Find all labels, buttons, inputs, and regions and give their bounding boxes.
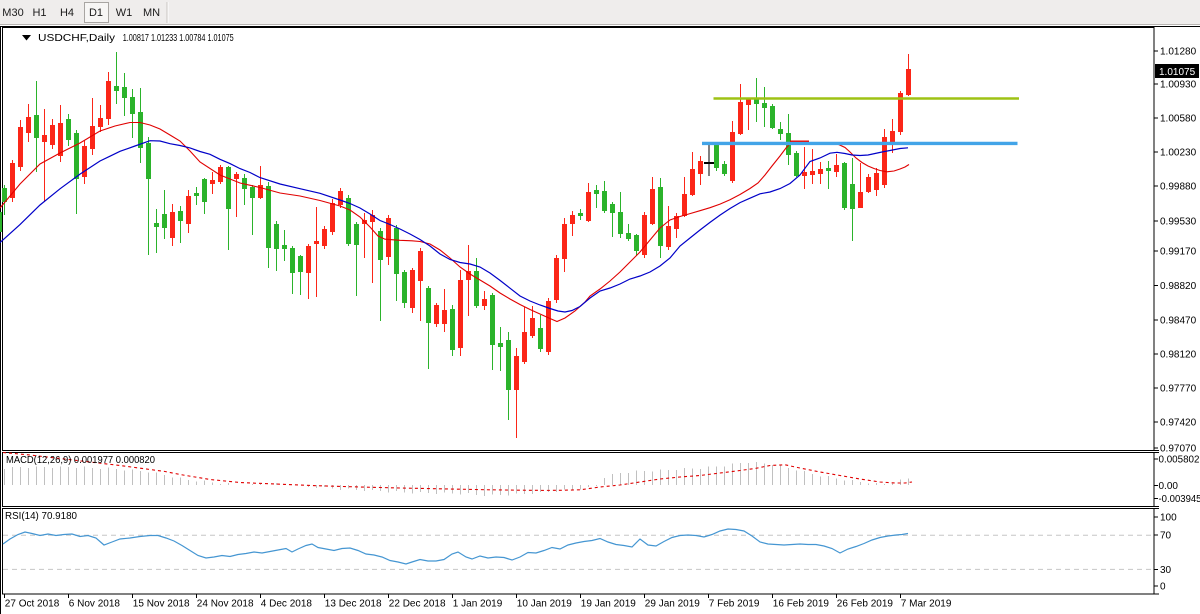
svg-text:1.00580: 1.00580 (1160, 114, 1197, 125)
svg-text:0.00: 0.00 (1159, 481, 1179, 492)
svg-text:H1: H1 (32, 7, 46, 19)
svg-text:1.00230: 1.00230 (1160, 148, 1197, 159)
svg-text:USDCHF,Daily: USDCHF,Daily (38, 32, 116, 44)
svg-text:19 Jan 2019: 19 Jan 2019 (581, 599, 636, 610)
svg-text:1.01075: 1.01075 (1159, 67, 1196, 78)
svg-text:0.97770: 0.97770 (1160, 384, 1197, 395)
svg-text:MACD(12,26,9) 0.001977 0.00082: MACD(12,26,9) 0.001977 0.000820 (6, 455, 155, 466)
svg-text:15 Nov 2018: 15 Nov 2018 (133, 599, 190, 610)
svg-text:0.98120: 0.98120 (1160, 350, 1197, 361)
svg-text:7 Mar 2019: 7 Mar 2019 (901, 599, 952, 610)
svg-text:0.99530: 0.99530 (1160, 217, 1197, 228)
svg-text:16 Feb 2019: 16 Feb 2019 (773, 599, 830, 610)
svg-text:-0.003945: -0.003945 (1159, 494, 1200, 505)
svg-text:100: 100 (1160, 513, 1177, 524)
svg-text:D1: D1 (89, 7, 103, 19)
svg-text:H4: H4 (60, 7, 74, 19)
svg-text:W1: W1 (116, 7, 133, 19)
svg-text:0.98470: 0.98470 (1160, 316, 1197, 327)
svg-text:4 Dec 2018: 4 Dec 2018 (261, 599, 313, 610)
svg-text:6 Nov 2018: 6 Nov 2018 (69, 599, 121, 610)
svg-text:7 Feb 2019: 7 Feb 2019 (709, 599, 760, 610)
svg-text:0.99170: 0.99170 (1160, 247, 1197, 258)
svg-text:M30: M30 (2, 7, 23, 19)
svg-text:1 Jan 2019: 1 Jan 2019 (453, 599, 503, 610)
svg-text:1.00930: 1.00930 (1160, 80, 1197, 91)
svg-text:13 Dec 2018: 13 Dec 2018 (325, 599, 382, 610)
svg-text:1.00817 1.01233 1.00784 1.0107: 1.00817 1.01233 1.00784 1.01075 (123, 32, 234, 44)
svg-text:27 Oct 2018: 27 Oct 2018 (5, 599, 60, 610)
svg-text:MN: MN (143, 7, 160, 19)
svg-text:0.97420: 0.97420 (1160, 418, 1197, 429)
svg-text:1.01280: 1.01280 (1160, 47, 1197, 58)
svg-text:24 Nov 2018: 24 Nov 2018 (197, 599, 254, 610)
svg-text:0.99880: 0.99880 (1160, 182, 1197, 193)
svg-text:0: 0 (1160, 582, 1166, 593)
svg-text:RSI(14) 70.9180: RSI(14) 70.9180 (5, 511, 77, 522)
svg-text:0.98820: 0.98820 (1160, 281, 1197, 292)
svg-text:22 Dec 2018: 22 Dec 2018 (389, 599, 446, 610)
svg-text:10 Jan 2019: 10 Jan 2019 (517, 599, 572, 610)
svg-text:0.005802: 0.005802 (1159, 455, 1200, 466)
svg-text:30: 30 (1160, 565, 1172, 576)
svg-text:70: 70 (1160, 531, 1172, 542)
svg-text:29 Jan 2019: 29 Jan 2019 (645, 599, 700, 610)
svg-text:0.97070: 0.97070 (1160, 444, 1197, 455)
svg-text:26 Feb 2019: 26 Feb 2019 (837, 599, 894, 610)
